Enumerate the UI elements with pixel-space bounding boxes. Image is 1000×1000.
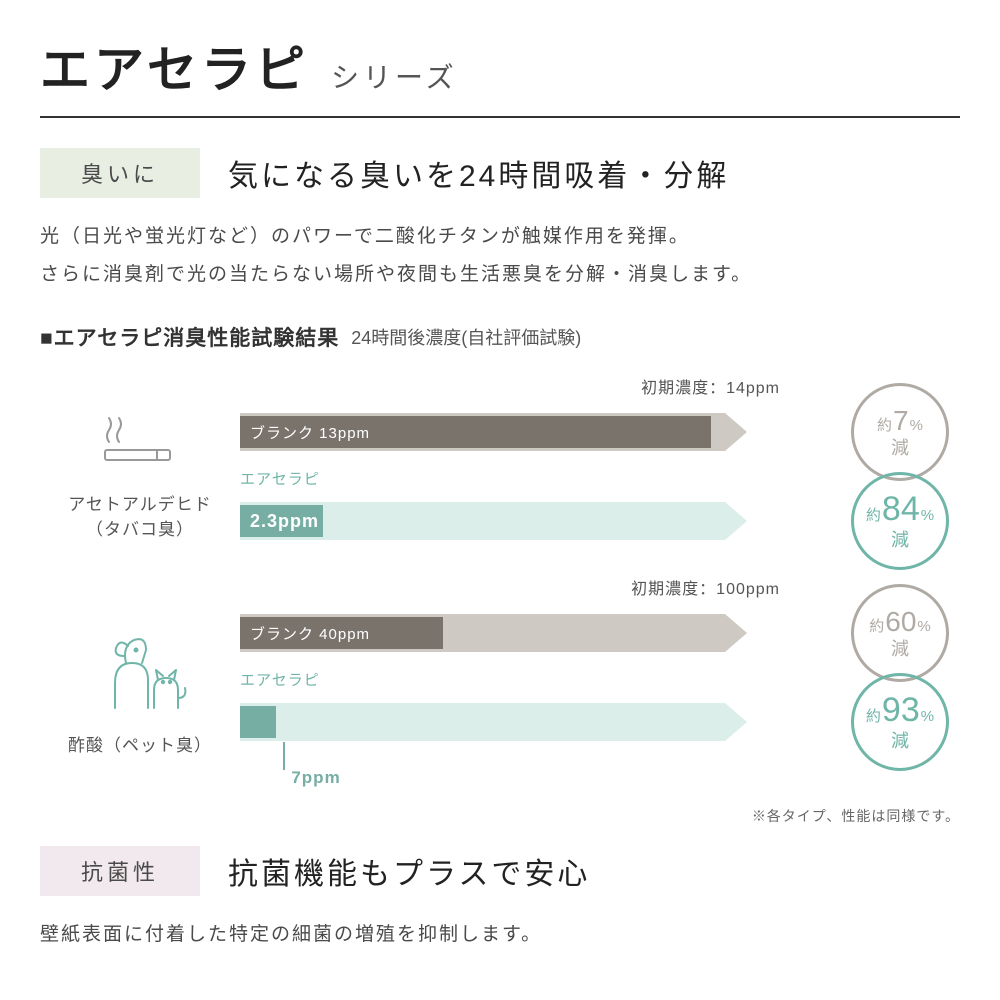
main-subtitle: シリーズ xyxy=(331,56,458,96)
feature-odor: 臭いに 気になる臭いを24時間吸着・分解 xyxy=(40,148,960,198)
chart-title: ■エアセラピ消臭性能試験結果 xyxy=(40,322,339,352)
bar-fill: ブランク 13ppm xyxy=(240,416,711,448)
reduction-badge: 約 7 % 減 xyxy=(851,383,949,481)
desc-line2: さらに消臭剤で光の当たらない場所や夜間も生活悪臭を分解・消臭します。 xyxy=(40,264,752,285)
bar-arrow-bg xyxy=(240,703,747,741)
bar-track: 2.3ppm xyxy=(240,502,830,540)
chart-title-row: ■エアセラピ消臭性能試験結果 24時間後濃度(自社評価試験) xyxy=(40,322,960,352)
bar-fill: ブランク 40ppm xyxy=(240,617,443,649)
reduction-badge-col: 約 60 % 減 xyxy=(830,584,960,682)
chart-group-acetic: 酢酸（ペット臭） 初期濃度：100ppm ブランク 40ppm 約 60 % 減 … xyxy=(40,575,960,788)
feature-headline-odor: 気になる臭いを24時間吸着・分解 xyxy=(228,151,729,195)
chart-subtitle: 24時間後濃度(自社評価試験) xyxy=(351,324,581,350)
cigarette-icon xyxy=(95,412,185,482)
chart-bars-col: 初期濃度：14ppm ブランク 13ppm 約 7 % 減 エアセラピ 2.3p… xyxy=(240,374,960,557)
reduction-badge-col: 約 93 % 減 xyxy=(830,673,960,771)
reduction-badge-col: 約 7 % 減 xyxy=(830,383,960,481)
reduction-badge-col: 約 84 % 減 xyxy=(830,472,960,570)
pet-icon xyxy=(90,628,190,723)
chart-footnote: ※各タイプ、性能は同様です。 xyxy=(40,806,960,826)
chart-area: アセトアルデヒド（タバコ臭） 初期濃度：14ppm ブランク 13ppm 約 7 … xyxy=(40,374,960,788)
chart-icon-label: アセトアルデヒド（タバコ臭） xyxy=(68,490,212,540)
feature-tag-antibac: 抗菌性 xyxy=(40,846,200,896)
feature-desc-odor: 光（日光や蛍光灯など）のパワーで二酸化チタンが触媒作用を発揮。 さらに消臭剤で光… xyxy=(40,218,960,294)
bar-track xyxy=(240,703,830,741)
feature-tag-odor: 臭いに xyxy=(40,148,200,198)
bar-row: ブランク 13ppm 約 7 % 減 xyxy=(240,402,960,462)
reduction-badge: 約 93 % 減 xyxy=(851,673,949,771)
chart-group-acetaldehyde: アセトアルデヒド（タバコ臭） 初期濃度：14ppm ブランク 13ppm 約 7 … xyxy=(40,374,960,557)
desc-line1: 光（日光や蛍光灯など）のパワーで二酸化チタンが触媒作用を発揮。 xyxy=(40,226,690,247)
bar-track: ブランク 40ppm xyxy=(240,614,830,652)
bar-row: 2.3ppm 約 84 % 減 xyxy=(240,491,960,551)
chart-icon-col: 酢酸（ペット臭） xyxy=(40,575,240,788)
main-title: エアセラピ xyxy=(40,30,309,102)
bar-row: 約 93 % 減 xyxy=(240,692,960,752)
chart-bars-col: 初期濃度：100ppm ブランク 40ppm 約 60 % 減 エアセラピ 約 … xyxy=(240,575,960,788)
chart-icon-label: 酢酸（ペット臭） xyxy=(68,731,212,756)
bar-fill xyxy=(240,706,276,738)
feature-antibac: 抗菌性 抗菌機能もプラスで安心 xyxy=(40,846,960,896)
reduction-badge: 約 84 % 減 xyxy=(851,472,949,570)
bar-fill: 2.3ppm xyxy=(240,505,323,537)
feature-headline-antibac: 抗菌機能もプラスで安心 xyxy=(228,849,590,893)
chart-icon-col: アセトアルデヒド（タバコ臭） xyxy=(40,374,240,557)
feature-desc-antibac: 壁紙表面に付着した特定の細菌の増殖を抑制します。 xyxy=(40,916,960,954)
ppm-callout: 7ppm xyxy=(240,758,960,788)
page-header: エアセラピ シリーズ xyxy=(40,30,960,118)
bar-track: ブランク 13ppm xyxy=(240,413,830,451)
bar-row: ブランク 40ppm 約 60 % 減 xyxy=(240,603,960,663)
reduction-badge: 約 60 % 減 xyxy=(851,584,949,682)
